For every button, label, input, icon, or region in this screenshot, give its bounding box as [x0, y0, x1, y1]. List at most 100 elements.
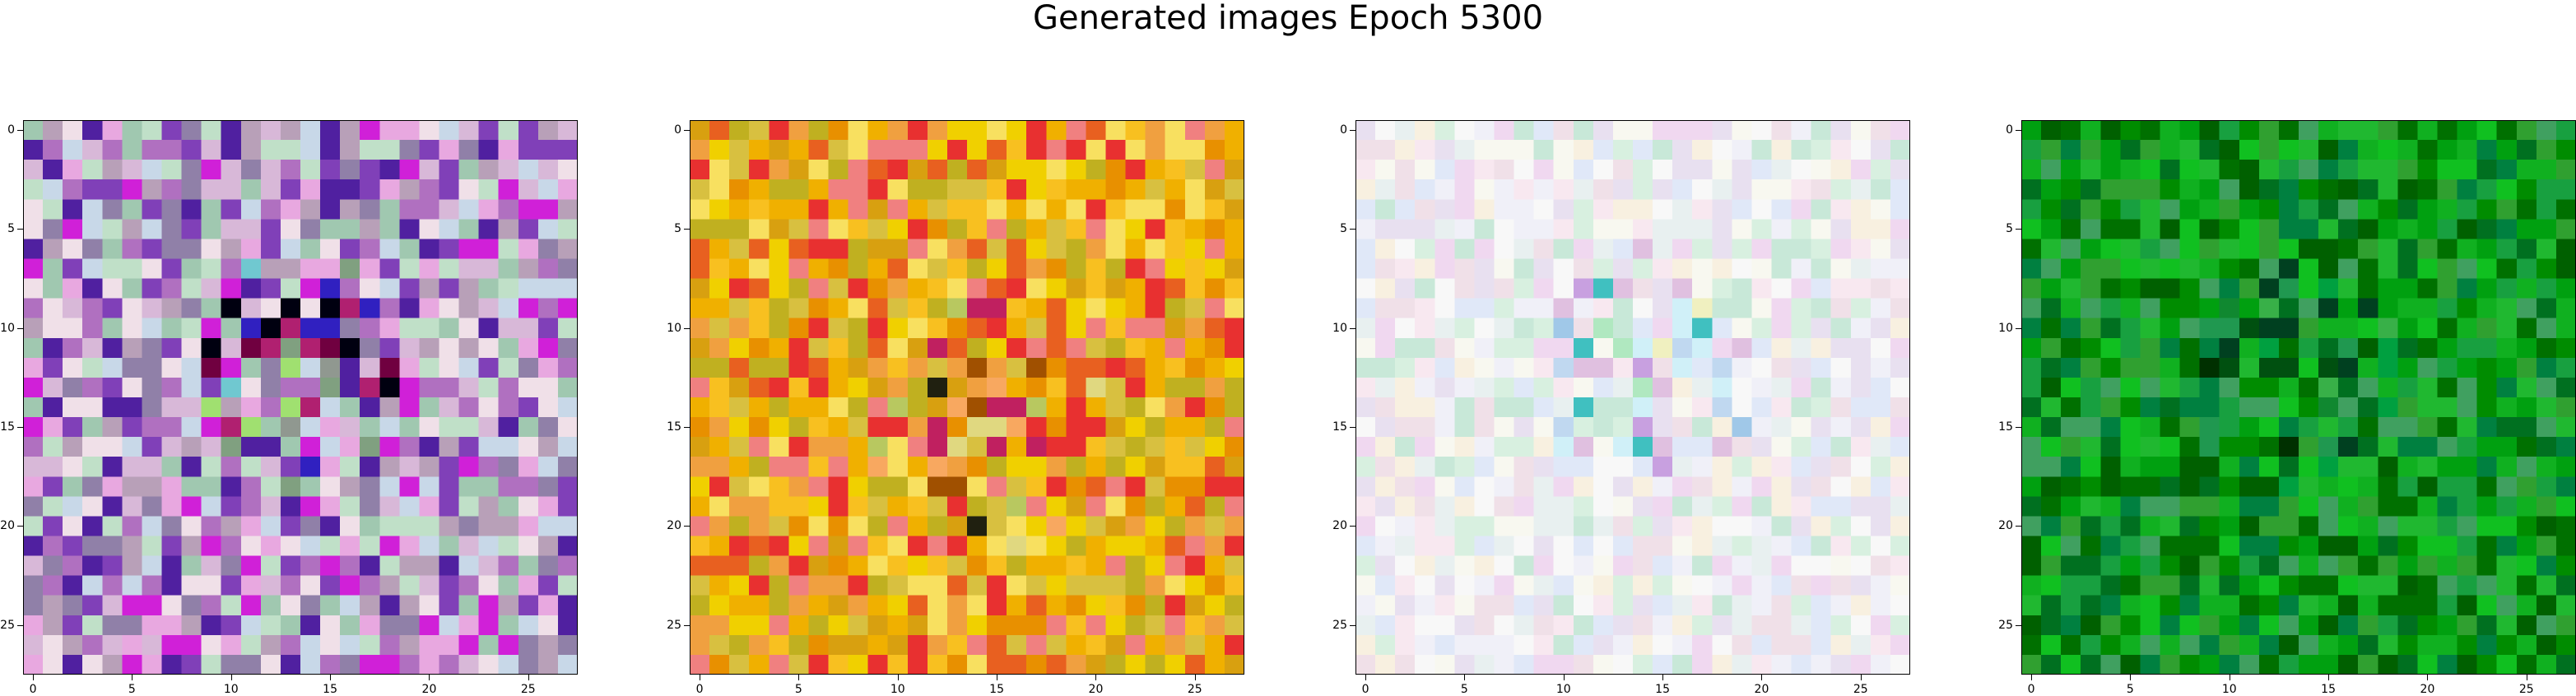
generated-image-1 [23, 120, 578, 675]
x-tick-label: 25 [2518, 683, 2534, 696]
x-tick [1095, 675, 1097, 680]
y-tick [2016, 229, 2021, 230]
x-tick [2328, 675, 2330, 680]
x-tick-label: 5 [794, 683, 802, 696]
x-tick [897, 675, 899, 680]
x-tick-label: 5 [128, 683, 136, 696]
y-tick [1350, 130, 1355, 132]
x-tick [429, 675, 430, 680]
y-tick [2016, 624, 2021, 626]
image-panel-4: 0 5 10 15 20 25 0 5 10 15 20 25 [1998, 120, 2576, 696]
y-tick-label: 5 [674, 222, 681, 236]
y-tick-label: 10 [1332, 321, 1347, 335]
x-tick [1860, 675, 1862, 680]
y-tick [1350, 427, 1355, 429]
image-panel-3: 0 5 10 15 20 25 0 5 10 15 20 25 [1332, 120, 1910, 696]
x-tick-label: 5 [2126, 683, 2134, 696]
x-tick-label: 15 [989, 683, 1005, 696]
x-tick-label: 20 [1754, 683, 1769, 696]
y-tick-label: 20 [1998, 519, 2013, 533]
y-tick-label: 20 [667, 519, 681, 533]
x-tick-label: 20 [2420, 683, 2435, 696]
x-tick-label: 10 [223, 683, 239, 696]
x-tick-label: 0 [2027, 683, 2035, 696]
image-panel-2: 0 5 10 15 20 25 0 5 10 15 20 25 [667, 120, 1244, 696]
x-tick [2031, 675, 2033, 680]
image-panel-1: 0 5 10 15 20 25 0 5 10 15 20 25 [0, 120, 578, 696]
x-tick-label: 15 [323, 683, 338, 696]
x-tick [798, 675, 800, 680]
y-tick-label: 15 [667, 420, 681, 434]
y-tick-label: 25 [667, 618, 681, 632]
y-tick [684, 624, 690, 626]
y-tick [17, 624, 23, 626]
y-tick [2016, 327, 2021, 329]
generated-image-4 [2021, 120, 2576, 675]
x-tick [1464, 675, 1466, 680]
y-tick-label: 5 [2006, 222, 2013, 236]
y-tick-label: 20 [1332, 519, 1347, 533]
x-tick-label: 25 [1187, 683, 1202, 696]
x-tick-label: 25 [520, 683, 536, 696]
x-tick-label: 10 [890, 683, 905, 696]
y-tick [684, 526, 690, 527]
y-tick-label: 0 [7, 123, 15, 137]
y-tick-label: 15 [0, 420, 15, 434]
y-tick [1350, 624, 1355, 626]
y-tick [17, 229, 23, 230]
y-tick-label: 0 [1340, 123, 1347, 137]
y-tick-label: 0 [674, 123, 681, 137]
y-tick [684, 229, 690, 230]
x-tick [1365, 675, 1367, 680]
y-tick-label: 0 [2006, 123, 2013, 137]
x-tick [230, 675, 232, 680]
x-tick-label: 0 [29, 683, 37, 696]
y-tick [2016, 130, 2021, 132]
x-tick [330, 675, 332, 680]
x-tick [33, 675, 35, 680]
figure-title: Generated images Epoch 5300 [1032, 0, 1544, 37]
x-tick-label: 20 [421, 683, 437, 696]
y-tick [684, 427, 690, 429]
y-tick [1350, 229, 1355, 230]
y-tick [2016, 427, 2021, 429]
x-tick [1194, 675, 1196, 680]
y-tick-label: 20 [0, 519, 15, 533]
generated-image-3 [1355, 120, 1910, 675]
y-tick [684, 327, 690, 329]
y-tick-label: 25 [0, 618, 15, 632]
x-tick-label: 20 [1088, 683, 1104, 696]
x-tick-label: 15 [1655, 683, 1671, 696]
x-tick-label: 10 [2221, 683, 2237, 696]
x-tick [132, 675, 133, 680]
y-tick [684, 130, 690, 132]
x-tick [1761, 675, 1763, 680]
x-tick [1662, 675, 1664, 680]
x-tick [1563, 675, 1565, 680]
y-tick [17, 327, 23, 329]
y-tick [17, 130, 23, 132]
y-tick-label: 10 [667, 321, 681, 335]
y-tick [17, 526, 23, 527]
y-tick-label: 15 [1332, 420, 1347, 434]
y-tick-label: 5 [7, 222, 15, 236]
x-tick [2130, 675, 2132, 680]
y-tick [1350, 327, 1355, 329]
generated-image-2 [690, 120, 1244, 675]
x-tick-label: 25 [1853, 683, 1868, 696]
x-tick [2427, 675, 2429, 680]
x-tick-label: 5 [1460, 683, 1468, 696]
y-tick-label: 15 [1998, 420, 2013, 434]
x-tick-label: 15 [2321, 683, 2337, 696]
x-tick-label: 10 [1555, 683, 1571, 696]
y-tick [2016, 526, 2021, 527]
y-tick-label: 10 [0, 321, 15, 335]
x-tick-label: 0 [1361, 683, 1369, 696]
x-tick [528, 675, 529, 680]
y-tick-label: 25 [1332, 618, 1347, 632]
y-tick [17, 427, 23, 429]
y-tick-label: 10 [1998, 321, 2013, 335]
x-tick-label: 0 [695, 683, 704, 696]
y-tick-label: 25 [1998, 618, 2013, 632]
y-tick [1350, 526, 1355, 527]
